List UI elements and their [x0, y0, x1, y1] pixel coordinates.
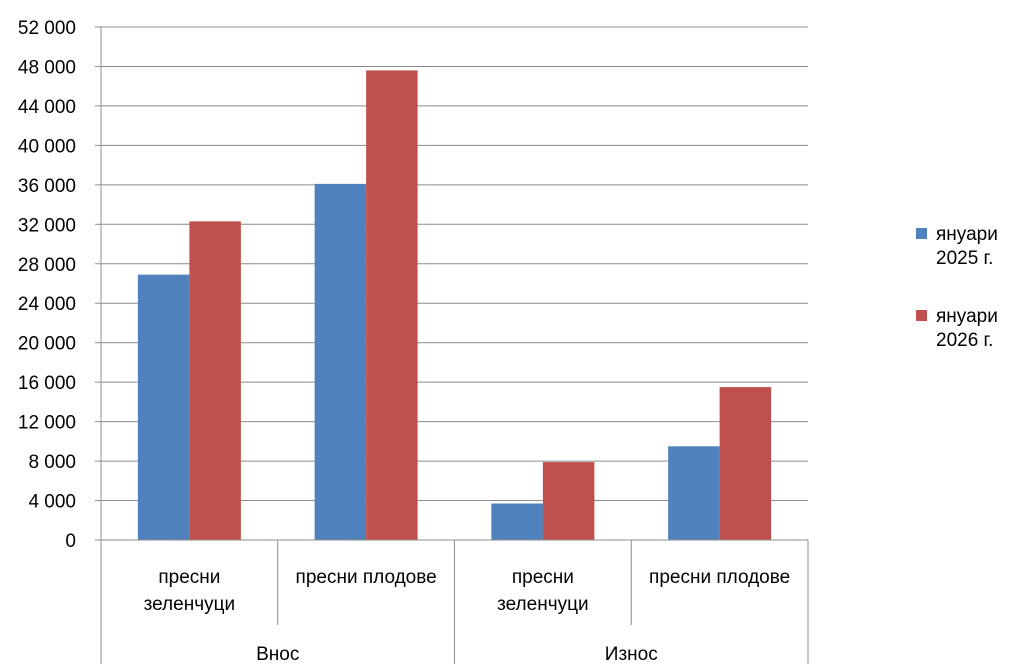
y-tick-label: 20 000	[18, 334, 76, 355]
y-tick-label: 28 000	[18, 255, 76, 276]
y-tick-label: 12 000	[18, 413, 76, 434]
x-tick-label: пресни	[512, 567, 574, 588]
y-tick-label: 24 000	[18, 294, 76, 315]
y-tick-label: 4 000	[28, 492, 76, 513]
bar	[542, 462, 595, 540]
legend-label: 2026 г.	[936, 330, 993, 351]
x-tick-label: зеленчуци	[144, 594, 235, 615]
y-tick-label: 48 000	[18, 57, 76, 78]
y-tick-label: 16 000	[18, 373, 76, 394]
y-tick-label: 52 000	[18, 18, 76, 39]
bar	[189, 221, 241, 540]
y-tick-label: 0	[65, 531, 76, 552]
y-tick-label: 40 000	[18, 136, 76, 157]
y-tick-label: 8 000	[28, 452, 76, 473]
bar	[719, 387, 772, 540]
x-tick-label: пресни плодове	[296, 567, 437, 588]
x-group-label: Внос	[256, 644, 299, 664]
bar	[668, 446, 720, 540]
x-group-label: Износ	[605, 644, 658, 664]
legend-label: януари	[936, 224, 998, 245]
bar	[137, 274, 190, 540]
bar	[366, 70, 418, 541]
y-tick-label: 36 000	[18, 176, 76, 197]
y-tick-label: 44 000	[18, 97, 76, 118]
bar	[314, 183, 367, 540]
legend-swatch	[916, 310, 927, 321]
bar	[491, 503, 543, 540]
legend-label: януари	[936, 306, 998, 327]
x-tick-label: пресни	[158, 567, 220, 588]
x-tick-label: зеленчуци	[497, 594, 588, 615]
legend-swatch	[916, 228, 927, 239]
x-tick-label: пресни плодове	[649, 567, 790, 588]
y-tick-label: 32 000	[18, 215, 76, 236]
legend-label: 2025 г.	[936, 248, 993, 269]
